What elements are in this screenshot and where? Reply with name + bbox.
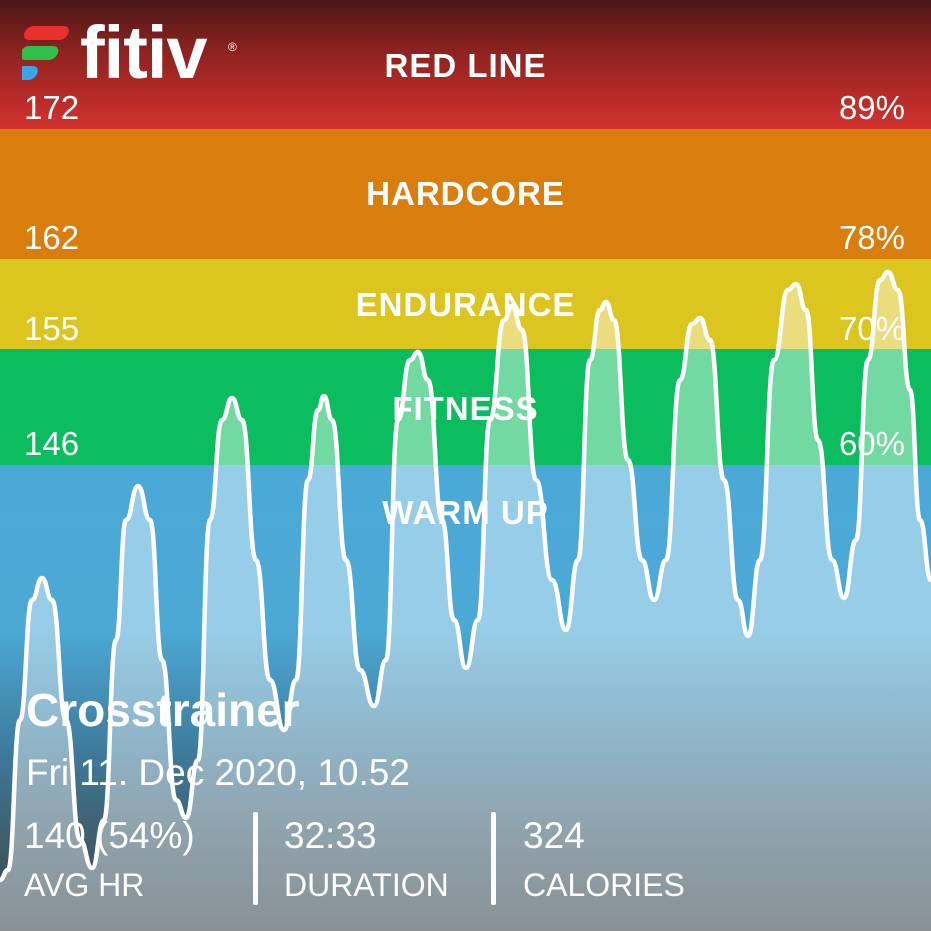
zone-bpm-red-line: 172: [24, 89, 80, 126]
zone-name-red-line: RED LINE: [384, 47, 547, 84]
zone-name-fitness: FITNESS: [392, 390, 539, 427]
fitiv-logo-mark-icon: [22, 26, 69, 80]
zone-pct-red-line: 89%: [838, 89, 905, 126]
zone-bpm-hardcore: 162: [24, 219, 80, 256]
zone-bpm-fitness: 146: [24, 425, 80, 462]
zone-name-warm-up: WARM UP: [382, 494, 549, 531]
zone-band-red-line: RED LINE 172 89%: [0, 0, 931, 129]
zone-pct-hardcore: 78%: [838, 219, 905, 256]
zone-band-endurance: ENDURANCE 155 70%: [0, 259, 931, 349]
zone-pct-fitness: 60%: [839, 425, 905, 463]
fitiv-logo: fitiv ®: [22, 11, 242, 94]
fitiv-wordmark: fitiv: [80, 11, 208, 94]
zone-name-hardcore: HARDCORE: [366, 175, 565, 212]
heart-rate-area: [0, 272, 931, 931]
zone-name-endurance: ENDURANCE: [355, 286, 576, 323]
heart-rate-line: [0, 269, 931, 883]
registered-mark: ®: [228, 40, 237, 54]
zone-bpm-endurance: 155: [24, 310, 80, 347]
zone-band-fitness: FITNESS 146 60%: [0, 349, 931, 465]
zone-band-hardcore: HARDCORE 162 78%: [0, 129, 931, 259]
